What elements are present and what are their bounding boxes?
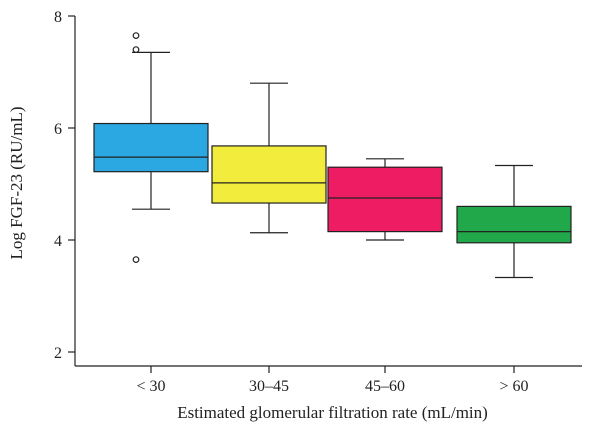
y-ticks: 2 4 6 8 [54,9,75,362]
y-tick-label: 4 [54,233,62,250]
iqr-box [327,166,443,233]
x-tick-label: > 60 [499,378,528,395]
x-tick-label: 45–60 [365,378,405,395]
box-group [211,82,327,234]
y-tick-label: 2 [54,345,62,362]
iqr-box [456,205,572,244]
axes [74,16,582,367]
boxes [93,32,572,279]
x-tick-label: 30–45 [249,378,289,395]
box-group [93,32,209,264]
x-axis-label: Estimated glomerular filtration rate (mL… [177,403,488,422]
iqr-box [211,145,327,204]
x-tick-label: < 30 [136,378,165,395]
y-tick-label: 6 [54,121,62,138]
outlier-point [132,32,140,39]
iqr-box [93,122,209,173]
outlier-point [132,256,140,264]
x-ticks: < 30 30–45 45–60 > 60 [136,366,529,395]
box-group [327,158,443,241]
outlier-point [132,46,140,53]
y-axis-label: Log FGF-23 (RU/mL) [7,107,26,260]
box-group [456,164,572,279]
y-tick-label: 8 [54,9,62,26]
